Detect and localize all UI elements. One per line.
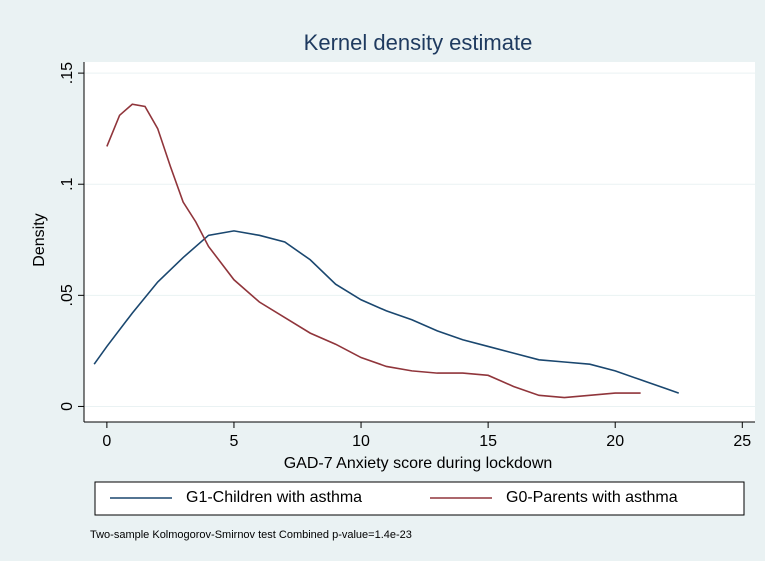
x-tick-label: 25: [733, 433, 751, 450]
x-tick-label: 0: [102, 433, 111, 450]
y-tick-label: 0: [59, 402, 76, 411]
note: Two-sample Kolmogorov-Smirnov test Combi…: [90, 529, 412, 541]
x-tick-label: 15: [479, 433, 497, 450]
legend-label: G0-Parents with asthma: [506, 489, 678, 506]
y-tick-label: .15: [59, 62, 76, 84]
x-tick-label: 10: [352, 433, 370, 450]
x-tick-label: 5: [230, 433, 239, 450]
legend: [94, 481, 745, 516]
y-tick-label: .1: [59, 177, 76, 190]
legend-label: G1-Children with asthma: [186, 489, 362, 506]
series-line: [106, 103, 641, 399]
y-tick-label: .05: [59, 284, 76, 306]
x-tick-label: 20: [606, 433, 624, 450]
y-axis-label: Density: [31, 213, 48, 266]
plot-area: [84, 62, 755, 422]
x-axis-label: GAD-7 Anxiety score during lockdown: [284, 455, 553, 472]
chart-title: Kernel density estimate: [304, 30, 533, 55]
series-line: [93, 230, 680, 394]
